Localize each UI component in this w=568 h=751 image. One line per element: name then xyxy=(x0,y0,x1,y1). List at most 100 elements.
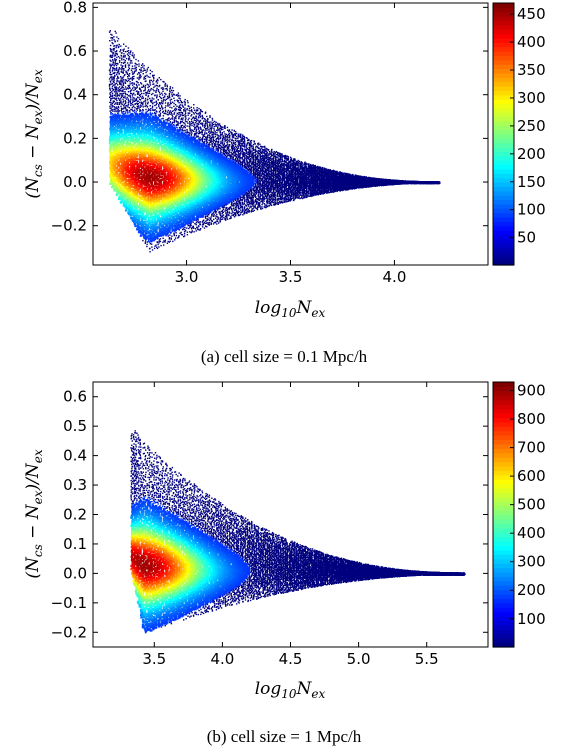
scatter-point xyxy=(134,107,135,108)
scatter-point xyxy=(138,60,139,61)
scatter-point xyxy=(133,167,135,169)
scatter-point xyxy=(112,83,113,84)
scatter-point xyxy=(132,136,134,138)
scatter-point xyxy=(122,144,124,146)
scatter-point xyxy=(141,67,142,68)
scatter-point xyxy=(125,107,126,108)
scatter-point xyxy=(143,65,144,66)
scatter-point xyxy=(138,174,140,176)
scatter-point xyxy=(126,98,127,99)
scatter-point xyxy=(142,130,144,132)
scatter-point xyxy=(136,100,137,101)
scatter-point xyxy=(133,68,134,69)
scatter-point xyxy=(145,70,146,71)
scatter-point xyxy=(114,65,115,66)
scatter-point xyxy=(132,107,133,108)
scatter-point xyxy=(135,172,137,174)
scatter-point xyxy=(131,156,133,158)
scatter-point xyxy=(134,200,136,202)
scatter-point xyxy=(118,77,119,78)
scatter-point xyxy=(144,140,146,142)
scatter-point xyxy=(131,93,132,94)
scatter-point xyxy=(109,40,110,41)
scatter-point xyxy=(140,169,142,171)
scatter-point xyxy=(140,82,141,83)
scatter-point xyxy=(115,62,116,63)
scatter-point xyxy=(135,87,136,88)
scatter-point xyxy=(119,100,120,101)
scatter-point xyxy=(121,58,122,59)
scatter-point xyxy=(117,93,118,94)
scatter-point xyxy=(135,100,136,101)
scatter-point xyxy=(119,102,120,103)
scatter-point xyxy=(133,165,135,167)
scatter-point xyxy=(117,104,118,105)
scatter-point xyxy=(122,170,124,172)
scatter-point xyxy=(129,112,130,113)
scatter-point xyxy=(131,209,133,211)
scatter-point xyxy=(123,70,124,71)
scatter-point xyxy=(121,102,122,103)
scatter-point xyxy=(135,122,137,124)
scatter-point xyxy=(118,113,119,114)
scatter-point xyxy=(118,183,120,185)
scatter-point xyxy=(129,56,130,57)
scatter-point xyxy=(125,67,126,68)
scatter-point xyxy=(122,154,124,156)
scatter-point xyxy=(123,44,124,45)
scatter-point xyxy=(112,113,113,114)
scatter-point xyxy=(123,97,124,98)
scatter-point xyxy=(123,68,124,69)
scatter-point xyxy=(109,93,110,94)
scatter-point xyxy=(125,55,126,56)
scatter-point xyxy=(128,50,129,51)
scatter-point xyxy=(138,128,140,130)
scatter-point xyxy=(110,96,111,97)
scatter-points-a xyxy=(109,30,441,252)
scatter-point xyxy=(129,142,131,144)
scatter-point xyxy=(143,106,144,107)
scatter-point xyxy=(109,87,110,88)
scatter-point xyxy=(134,112,135,113)
scatter-point xyxy=(110,114,111,115)
scatter-point xyxy=(118,80,119,81)
scatter-point xyxy=(132,78,133,79)
scatter-point xyxy=(137,86,138,87)
scatter-point xyxy=(115,86,116,87)
scatter-point xyxy=(121,77,122,78)
scatter-point xyxy=(124,91,125,92)
scatter-point xyxy=(145,92,146,93)
scatter-point xyxy=(128,100,129,101)
scatter-point xyxy=(121,108,122,109)
scatter-point xyxy=(129,64,130,65)
scatter-point xyxy=(142,66,143,67)
scatter-point xyxy=(145,113,147,115)
scatter-point xyxy=(130,99,131,100)
scatter-point xyxy=(139,76,140,77)
scatter-point xyxy=(127,81,128,82)
scatter-point xyxy=(117,96,118,97)
scatter-point xyxy=(118,106,119,107)
scatter-point xyxy=(123,85,124,86)
scatter-point xyxy=(136,90,137,91)
scatter-point xyxy=(131,70,132,71)
scatter-point xyxy=(138,66,139,67)
scatter-point xyxy=(111,170,113,172)
panel-a: 3.0 3.5 4.0 −0.20.00.20.40.60.8 log10Nex (… xyxy=(23,0,546,366)
scatter-point xyxy=(129,85,130,86)
scatter-point xyxy=(131,109,132,110)
scatter-point xyxy=(140,72,141,73)
scatter-point xyxy=(125,205,127,207)
scatter-point xyxy=(114,45,115,46)
scatter-point xyxy=(119,86,120,87)
scatter-point xyxy=(122,198,124,200)
scatter-point xyxy=(116,70,117,71)
scatter-point xyxy=(120,106,121,107)
scatter-point xyxy=(119,57,120,58)
scatter-point xyxy=(113,82,114,83)
scatter-point xyxy=(119,60,120,61)
scatter-point xyxy=(127,112,128,113)
scatter-point xyxy=(125,51,126,52)
scatter-point xyxy=(120,158,122,160)
